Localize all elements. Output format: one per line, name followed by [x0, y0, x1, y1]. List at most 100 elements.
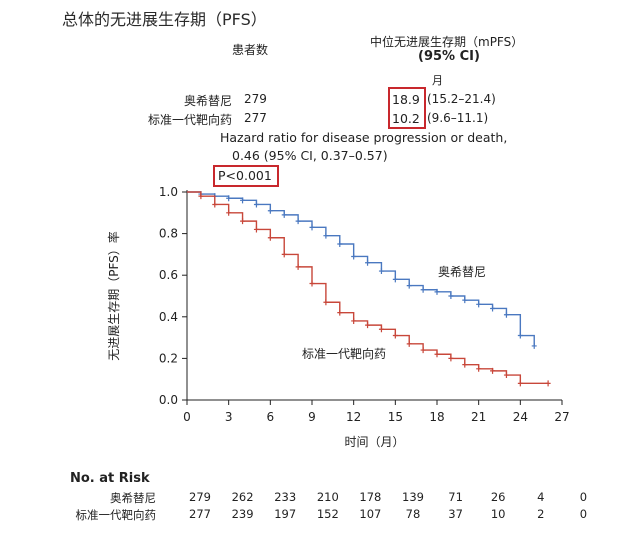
x-tick-label: 12 [346, 410, 361, 424]
censor-mark [295, 263, 301, 270]
x-tick-label: 3 [225, 410, 233, 424]
censor-mark [309, 280, 315, 287]
censor-mark [253, 226, 259, 233]
censor-mark [226, 209, 232, 216]
y-tick-label: 1.0 [159, 185, 178, 199]
chart-series [187, 191, 551, 387]
y-tick-label: 0.4 [159, 310, 178, 324]
censor-mark [337, 241, 343, 247]
page-title: 总体的无进展生存期（PFS） [62, 10, 267, 29]
risk-value: 152 [316, 507, 339, 521]
risk-value: 178 [359, 490, 382, 504]
ci-standard: (9.6–11.1) [427, 111, 489, 125]
risk-value: 233 [274, 490, 297, 504]
risk-value: 0 [579, 490, 588, 504]
series-annotation-standard: 标准一代靶向药 [302, 346, 386, 361]
censor-mark [267, 207, 273, 214]
arm-name-osimertinib: 奥希替尼 [183, 94, 232, 108]
censor-mark [323, 299, 329, 306]
censor-mark [448, 293, 454, 299]
hazard-ratio-line2: 0.46 (95% CI, 0.37–0.57) [232, 148, 388, 163]
censor-mark [253, 201, 259, 208]
censor-mark [365, 322, 371, 329]
censor-mark [240, 197, 246, 204]
censor-mark [337, 309, 343, 316]
ci-header: (95% CI) [418, 49, 480, 64]
p-value: P<0.001 [218, 168, 272, 183]
risk-value: 4 [537, 490, 545, 504]
censor-mark [490, 367, 496, 374]
censor-mark [476, 301, 482, 308]
risk-value: 279 [189, 490, 211, 504]
censor-mark [323, 232, 329, 239]
median-osimertinib: 18.9 [392, 92, 420, 107]
median-pfs-header: 中位无进展生存期（mPFS） [370, 35, 524, 49]
x-tick-label: 27 [554, 410, 569, 424]
unit-label: 月 [432, 74, 443, 87]
censor-mark [420, 347, 426, 354]
risk-table-title: No. at Risk [70, 471, 150, 486]
risk-value: 37 [448, 507, 463, 521]
y-tick-label: 0.8 [159, 227, 178, 241]
censor-mark [503, 372, 509, 379]
censor-mark [281, 251, 287, 258]
risk-value: 262 [231, 490, 254, 504]
risk-value: 2 [537, 507, 545, 521]
censor-mark [212, 201, 218, 208]
censor-mark [476, 365, 482, 372]
risk-value: 107 [359, 507, 382, 521]
chart-axes: 0 3 6 9 12 15 18 21 24 27 0.0 0.2 0.4 0.6 0.8 1.0 [159, 185, 570, 424]
arm-n-standard: 277 [244, 111, 267, 125]
censor-mark [517, 380, 523, 387]
censor-mark [267, 234, 273, 241]
censor-mark [240, 218, 246, 225]
censor-mark [281, 211, 287, 218]
x-axis-label: 时间（月） [344, 435, 404, 449]
censor-mark [517, 332, 523, 339]
censor-mark [462, 361, 468, 368]
ci-osimertinib: (15.2–21.4) [427, 92, 496, 106]
risk-value: 239 [231, 507, 254, 521]
y-axis-label: 无进展生存期（PFS）率 [106, 231, 121, 361]
x-tick-label: 15 [388, 410, 403, 424]
censor-mark [448, 355, 454, 362]
x-tick-label: 6 [267, 410, 275, 424]
risk-value: 277 [189, 507, 211, 521]
x-tick-label: 0 [183, 410, 191, 424]
x-tick-label: 24 [513, 410, 528, 424]
censor-mark [545, 380, 551, 387]
censor-mark [434, 351, 440, 358]
censor-mark [462, 297, 468, 304]
censor-mark [531, 342, 537, 349]
series-annotation-osimertinib: 奥希替尼 [438, 264, 486, 279]
censor-mark [365, 259, 371, 266]
censor-mark [392, 276, 398, 283]
x-tick-label: 21 [471, 410, 486, 424]
censor-mark [420, 286, 426, 293]
x-tick-label: 9 [308, 410, 316, 424]
censor-mark [378, 326, 384, 333]
risk-row-label: 奥希替尼 [110, 491, 156, 505]
risk-value: 0 [579, 507, 588, 521]
p-value-highlight-box [213, 165, 279, 187]
risk-row-label: 标准一代靶向药 [75, 508, 157, 522]
patient-count-header: 患者数 [232, 43, 269, 57]
censor-mark [309, 224, 315, 231]
censor-mark [295, 218, 301, 225]
median-highlight-box [388, 87, 426, 129]
y-tick-label: 0.6 [159, 268, 178, 282]
censor-mark [490, 305, 496, 312]
x-tick-label: 18 [429, 410, 444, 424]
hazard-ratio-line1: Hazard ratio for disease progression or … [220, 130, 508, 145]
risk-value: 71 [448, 490, 463, 504]
risk-value: 139 [402, 490, 424, 504]
y-tick-label: 0.0 [159, 393, 178, 407]
censor-mark [503, 311, 509, 318]
risk-value: 197 [274, 507, 297, 521]
censor-mark [378, 268, 384, 275]
censor-mark [198, 193, 204, 200]
censor-mark [392, 332, 398, 339]
risk-value: 26 [490, 490, 506, 504]
y-tick-label: 0.2 [159, 351, 178, 365]
